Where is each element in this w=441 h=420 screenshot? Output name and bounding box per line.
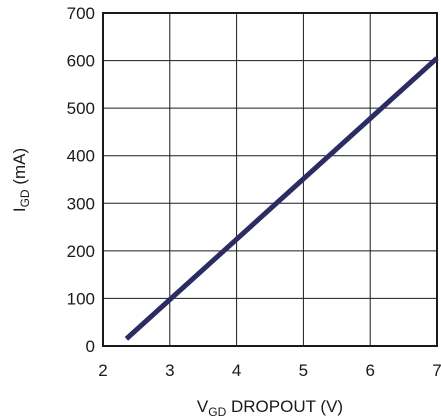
series-layer [124,56,439,341]
x-tick-label: 4 [232,361,241,380]
x-tick-label: 7 [432,361,441,380]
series-line [124,56,439,341]
x-tick-label: 3 [165,361,174,380]
x-tick-label: 6 [365,361,374,380]
grid-lines [103,13,437,346]
y-axis-ticks: 0 100 200 300 400 500 600 700 [67,4,95,356]
y-tick-label: 600 [67,52,95,71]
y-axis-label-main: I [10,207,29,212]
x-axis-ticks: 2 3 4 5 6 7 [98,361,441,380]
y-tick-label: 100 [67,289,95,308]
x-tick-label: 5 [299,361,308,380]
y-axis-label-rest: (mA) [10,148,29,190]
x-tick-label: 2 [98,361,107,380]
y-tick-label: 400 [67,147,95,166]
x-axis-label-rest: DROPOUT (V) [226,397,343,416]
x-axis-label-subscript: GD [208,405,226,419]
x-axis-label: VGD DROPOUT (V) [197,397,343,419]
plot-frame [102,12,438,347]
y-tick-label: 500 [67,99,95,118]
y-tick-label: 0 [86,337,95,356]
x-axis-label-main: V [197,397,209,416]
y-tick-label: 700 [67,4,95,23]
y-tick-label: 300 [67,194,95,213]
y-axis-label: IGD (mA) [10,148,32,212]
y-tick-label: 200 [67,242,95,261]
y-axis-label-subscript: GD [18,189,32,207]
